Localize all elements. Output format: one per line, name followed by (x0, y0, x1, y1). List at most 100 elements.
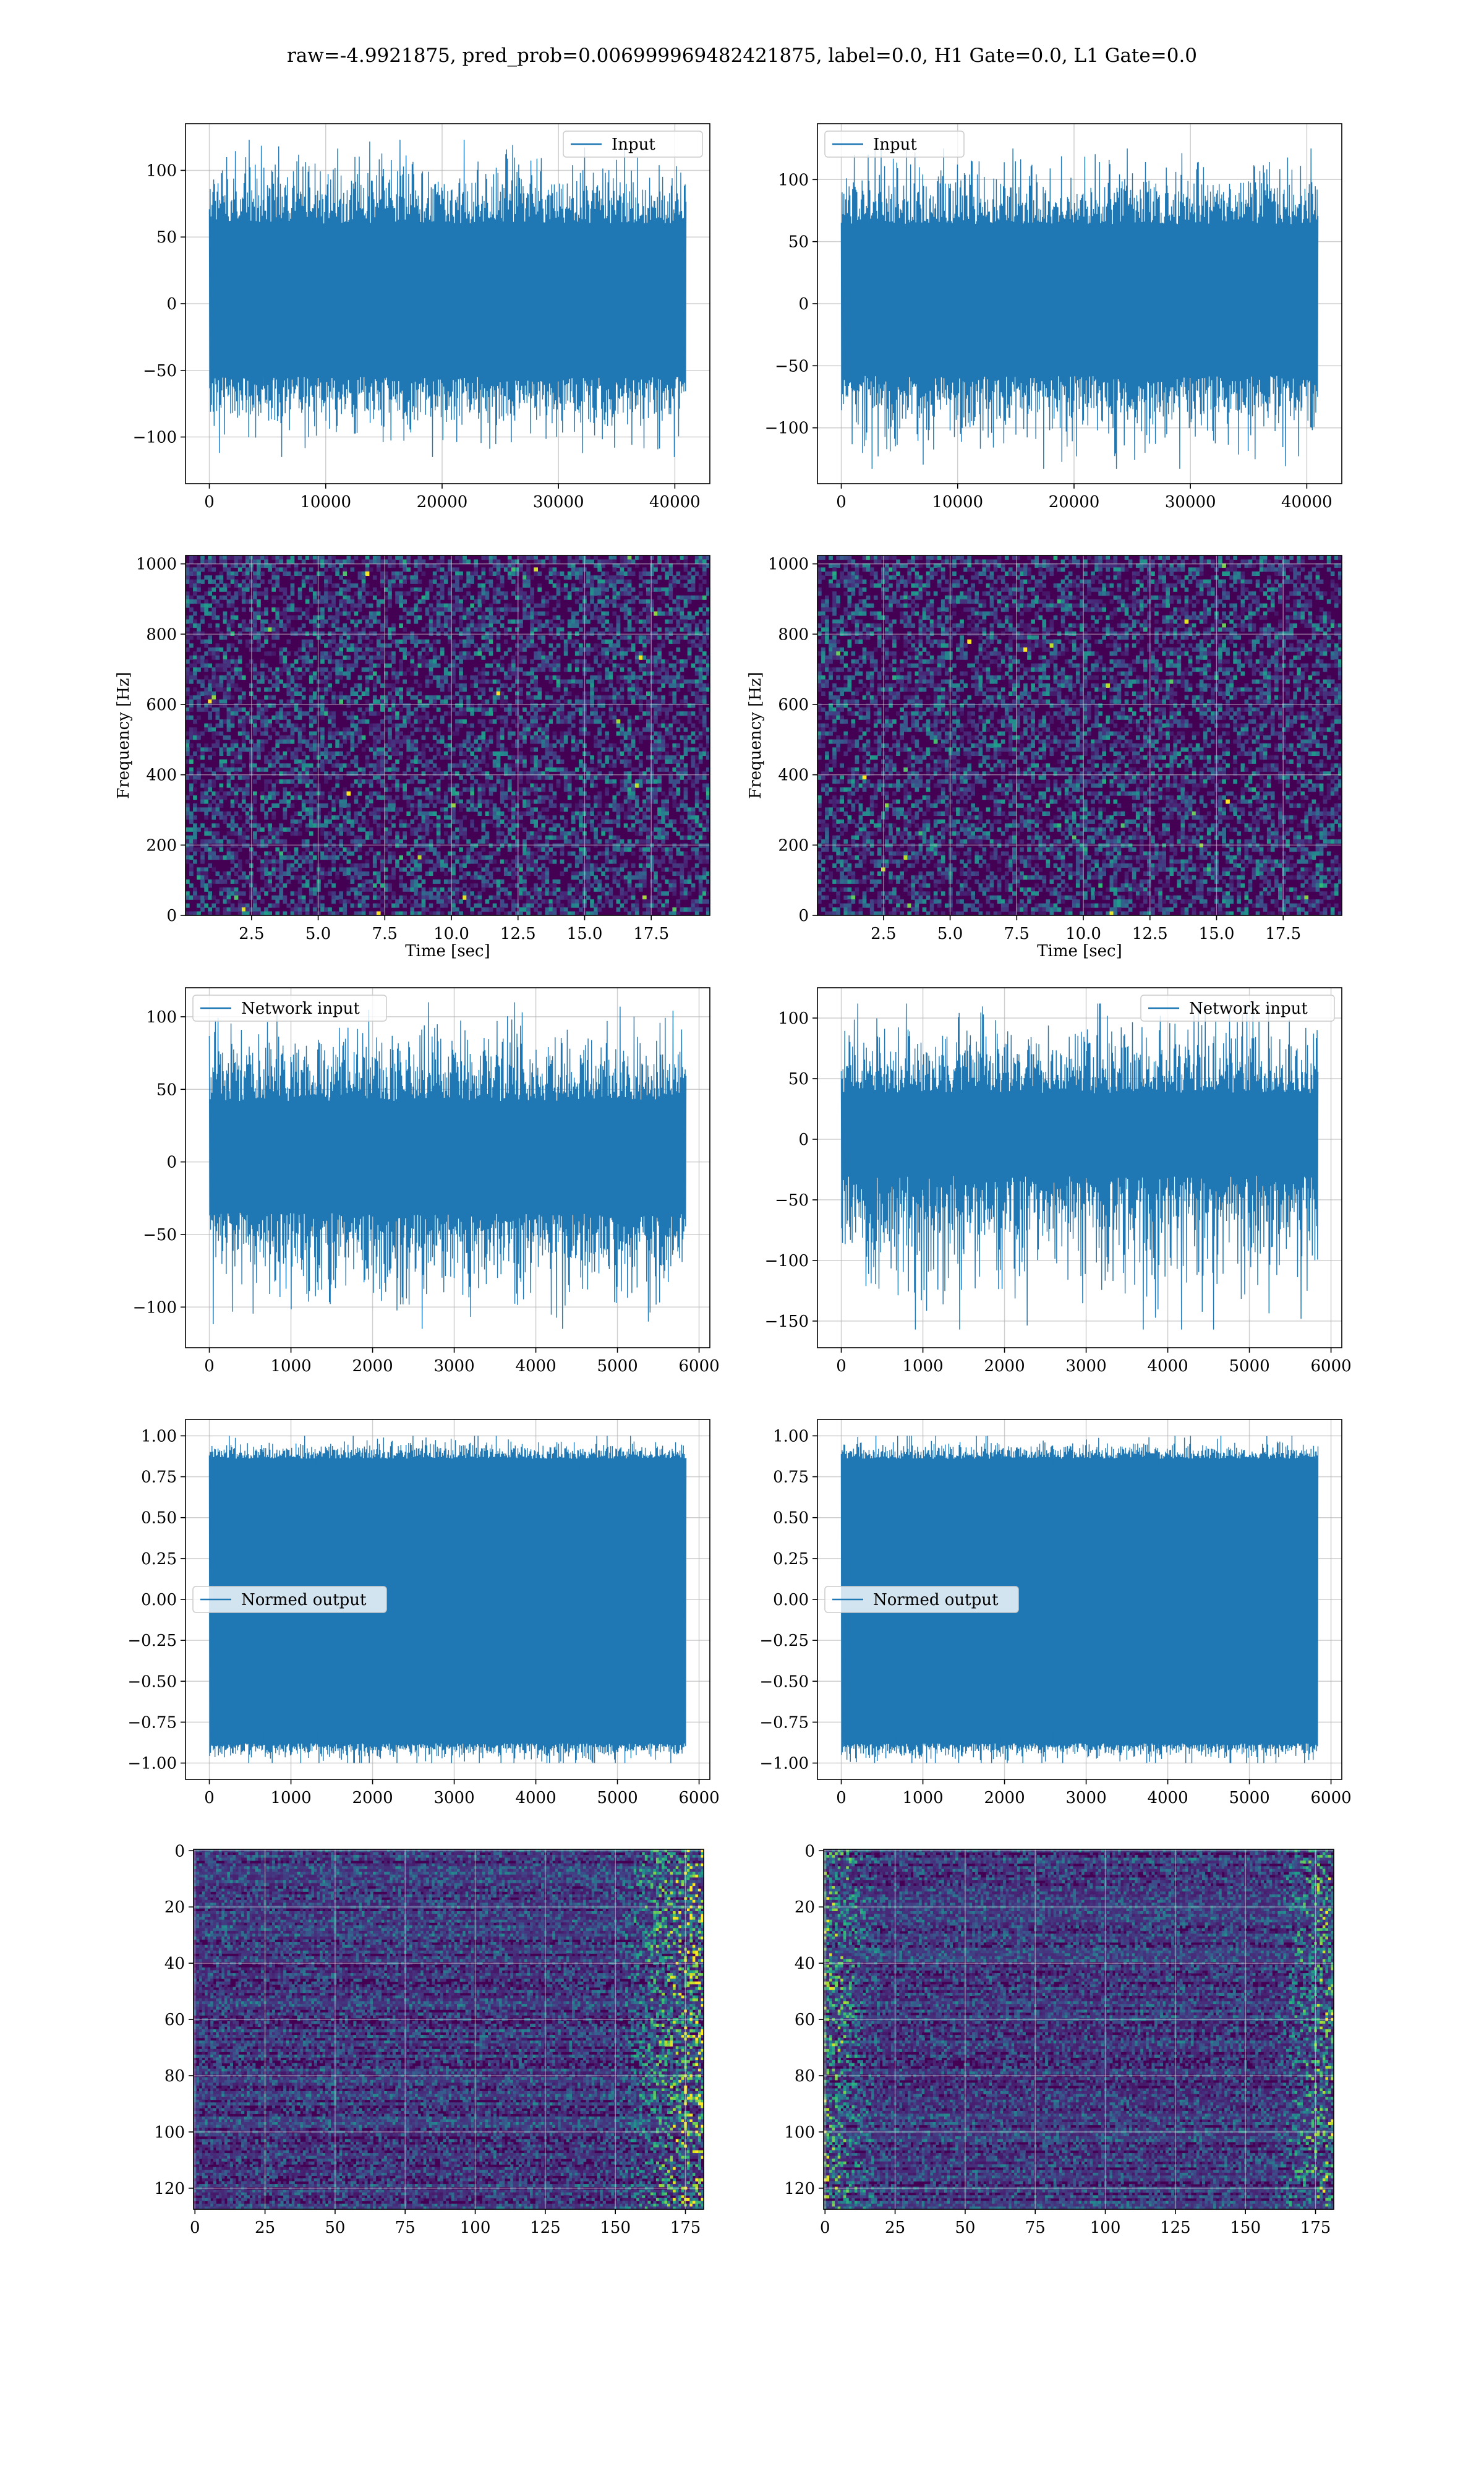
heatmap-cell (418, 580, 422, 584)
heatmap-cell (560, 740, 565, 744)
heatmap-cell (553, 743, 557, 748)
heatmap-cell (294, 615, 299, 620)
heatmap-cell (193, 555, 197, 560)
heatmap-cell (377, 643, 381, 648)
heatmap-cell (339, 627, 343, 631)
heatmap-cell (351, 691, 355, 696)
heatmap-cell (676, 680, 681, 684)
heatmap-cell (437, 747, 441, 751)
heatmap-cell (216, 656, 220, 660)
heatmap-cell (369, 615, 373, 620)
heatmap-cell (522, 575, 527, 580)
heatmap-cell (305, 643, 310, 648)
heatmap-cell (268, 724, 272, 728)
heatmap-cell (362, 635, 366, 640)
heatmap-cell (657, 656, 662, 660)
heatmap-cell (661, 591, 665, 596)
heatmap-cell (220, 596, 224, 600)
heatmap-cell (208, 691, 212, 696)
heatmap-cell (294, 700, 299, 704)
heatmap-cell (455, 732, 459, 736)
heatmap-cell (271, 607, 276, 612)
heatmap-cell (601, 620, 605, 624)
heatmap-cell (702, 695, 707, 700)
heatmap-cell (639, 627, 643, 631)
heatmap-cell (504, 672, 508, 676)
heatmap-cell (497, 631, 501, 636)
heatmap-cell (500, 583, 505, 588)
heatmap-cell (234, 711, 239, 716)
heatmap-cell (245, 627, 250, 631)
heatmap-cell (597, 620, 602, 624)
heatmap-cell (343, 567, 347, 571)
heatmap-cell (418, 607, 422, 612)
heatmap-cell (571, 755, 576, 760)
heatmap-cell (189, 580, 194, 584)
heatmap-cell (455, 691, 459, 696)
heatmap-cell (275, 672, 279, 676)
heatmap-cell (530, 640, 534, 644)
heatmap-cell (537, 656, 542, 660)
heatmap-cell (279, 700, 283, 704)
heatmap-cell (493, 571, 497, 576)
heatmap-cell (695, 747, 699, 751)
heatmap-cell (242, 607, 246, 612)
heatmap-cell (684, 620, 688, 624)
heatmap-cell (320, 596, 325, 600)
heatmap-cell (482, 620, 486, 624)
heatmap-cell (264, 687, 268, 691)
heatmap-cell (275, 751, 279, 756)
heatmap-cell (451, 664, 456, 668)
heatmap-cell (264, 651, 268, 656)
heatmap-cell (200, 580, 205, 584)
heatmap-cell (601, 656, 605, 660)
heatmap-cell (227, 708, 231, 712)
heatmap-cell (231, 615, 235, 620)
heatmap-cell (343, 607, 347, 612)
heatmap-cell (474, 643, 478, 648)
y-tick-label: 0 (798, 295, 809, 314)
heatmap-cell (302, 643, 306, 648)
heatmap-cell (597, 643, 602, 648)
heatmap-cell (530, 643, 534, 648)
heatmap-cell (515, 607, 519, 612)
heatmap-cell (668, 664, 673, 668)
heatmap-cell (294, 683, 299, 688)
heatmap-cell (489, 751, 493, 756)
heatmap-cell (305, 631, 310, 636)
heatmap-cell (654, 631, 658, 636)
heatmap-cell (373, 711, 377, 716)
heatmap-cell (268, 687, 272, 691)
heatmap-cell (631, 743, 636, 748)
heatmap-cell (609, 648, 613, 652)
heatmap-cell (302, 560, 306, 564)
heatmap-cell (665, 620, 669, 624)
heatmap-cell (620, 740, 625, 744)
heatmap-cell (564, 583, 568, 588)
heatmap-cell (575, 664, 579, 668)
heatmap-cell (635, 620, 639, 624)
heatmap-cell (594, 643, 598, 648)
heatmap-cell (586, 555, 591, 560)
heatmap-cell (377, 635, 381, 640)
heatmap-cell (474, 571, 478, 576)
heatmap-cell (189, 620, 194, 624)
heatmap-cell (377, 711, 381, 716)
heatmap-cell (339, 651, 343, 656)
heatmap-cell (279, 708, 283, 712)
heatmap-cell (657, 680, 662, 684)
heatmap-cell (444, 659, 448, 664)
heatmap-cell (642, 711, 647, 716)
heatmap-cell (362, 719, 366, 724)
heatmap-cell (526, 683, 531, 688)
heatmap-cell (549, 651, 553, 656)
heatmap-cell (688, 615, 692, 620)
heatmap-cell (317, 667, 321, 672)
heatmap-cell (391, 631, 396, 636)
heatmap-cell (362, 735, 366, 740)
heatmap-cell (414, 716, 419, 720)
heatmap-cell (695, 612, 699, 616)
heatmap-cell (403, 575, 407, 580)
heatmap-cell (391, 640, 396, 644)
heatmap-cell (335, 740, 339, 744)
